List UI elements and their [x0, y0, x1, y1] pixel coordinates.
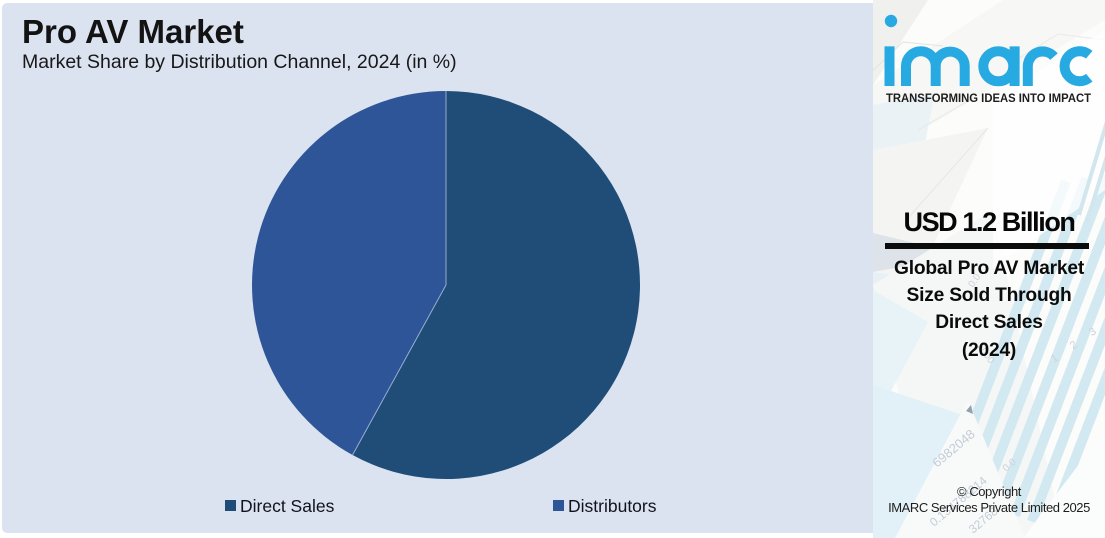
svg-text:TRANSFORMING IDEAS INTO IMPACT: TRANSFORMING IDEAS INTO IMPACT — [886, 91, 1092, 105]
